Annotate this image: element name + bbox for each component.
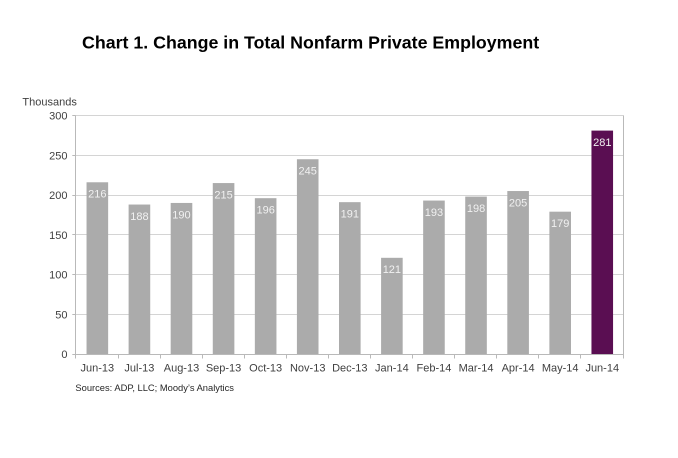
svg-text:193: 193	[425, 207, 443, 219]
svg-text:0: 0	[61, 349, 67, 361]
svg-text:179: 179	[551, 218, 569, 230]
svg-text:190: 190	[172, 209, 190, 221]
svg-text:196: 196	[256, 204, 274, 216]
svg-text:Chart 1. Change in Total Nonfa: Chart 1. Change in Total Nonfarm Private…	[82, 33, 539, 53]
svg-text:May-14: May-14	[542, 362, 579, 374]
svg-text:Dec-13: Dec-13	[332, 362, 367, 374]
svg-text:188: 188	[130, 211, 148, 223]
svg-text:216: 216	[88, 189, 106, 201]
svg-text:191: 191	[341, 208, 359, 220]
svg-text:245: 245	[299, 166, 317, 178]
svg-text:Oct-13: Oct-13	[249, 362, 282, 374]
svg-text:Jun-14: Jun-14	[585, 362, 619, 374]
svg-text:Mar-14: Mar-14	[459, 362, 494, 374]
svg-text:Nov-13: Nov-13	[290, 362, 325, 374]
svg-text:Sep-13: Sep-13	[206, 362, 241, 374]
svg-text:Jan-14: Jan-14	[375, 362, 409, 374]
svg-text:Jul-13: Jul-13	[124, 362, 154, 374]
svg-text:121: 121	[383, 264, 401, 276]
svg-text:Feb-14: Feb-14	[417, 362, 452, 374]
svg-text:205: 205	[509, 197, 527, 209]
svg-text:Aug-13: Aug-13	[164, 362, 199, 374]
svg-text:Apr-14: Apr-14	[502, 362, 535, 374]
svg-text:Jun-13: Jun-13	[81, 362, 115, 374]
svg-text:200: 200	[49, 190, 67, 202]
svg-text:100: 100	[49, 270, 67, 282]
svg-text:281: 281	[593, 137, 611, 149]
svg-text:198: 198	[467, 203, 485, 215]
svg-text:Thousands: Thousands	[22, 96, 77, 108]
svg-text:215: 215	[214, 189, 232, 201]
svg-text:Sources: ADP, LLC; Moody’s Ana: Sources: ADP, LLC; Moody’s Analytics	[75, 383, 234, 393]
svg-text:150: 150	[49, 230, 67, 242]
svg-text:250: 250	[49, 150, 67, 162]
svg-text:50: 50	[55, 309, 67, 321]
svg-text:300: 300	[49, 111, 67, 123]
